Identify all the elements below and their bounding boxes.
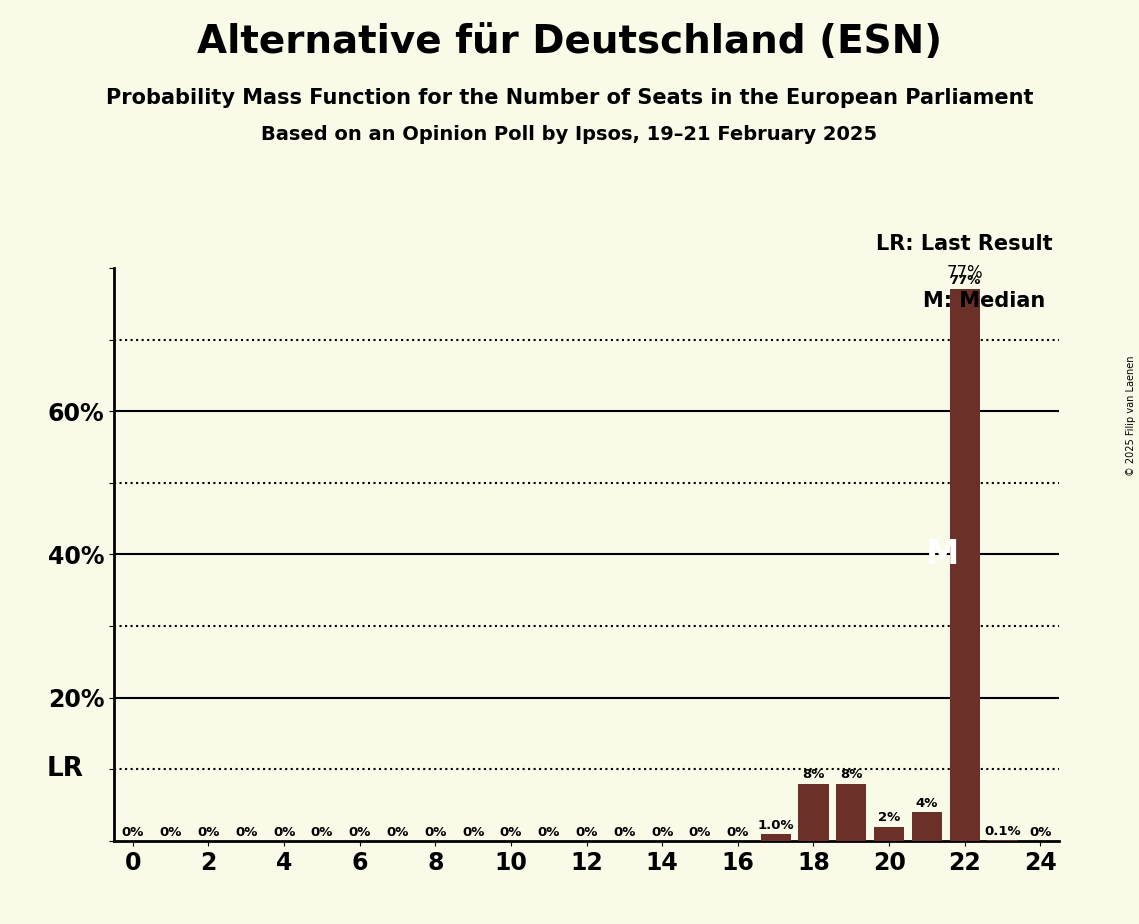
- Text: M: Median: M: Median: [923, 291, 1044, 310]
- Bar: [761, 833, 790, 841]
- Text: LR: Last Result: LR: Last Result: [876, 234, 1054, 254]
- Text: 0%: 0%: [386, 826, 409, 839]
- Text: 0%: 0%: [613, 826, 636, 839]
- Text: 0%: 0%: [500, 826, 522, 839]
- Text: 0%: 0%: [311, 826, 333, 839]
- Text: 0%: 0%: [689, 826, 711, 839]
- Bar: [874, 826, 904, 841]
- Text: 0%: 0%: [349, 826, 371, 839]
- Text: 0%: 0%: [1030, 826, 1051, 839]
- Text: 0%: 0%: [159, 826, 182, 839]
- Text: 0%: 0%: [538, 826, 560, 839]
- Text: 77%: 77%: [949, 274, 981, 287]
- Text: 0.1%: 0.1%: [984, 825, 1021, 838]
- Text: Probability Mass Function for the Number of Seats in the European Parliament: Probability Mass Function for the Number…: [106, 88, 1033, 108]
- Bar: [950, 289, 980, 841]
- Text: 0%: 0%: [575, 826, 598, 839]
- Text: 0%: 0%: [727, 826, 749, 839]
- Text: © 2025 Filip van Laenen: © 2025 Filip van Laenen: [1126, 356, 1136, 476]
- Text: 0%: 0%: [235, 826, 257, 839]
- Text: 8%: 8%: [802, 769, 825, 782]
- Bar: [836, 784, 867, 841]
- Bar: [798, 784, 828, 841]
- Text: 0%: 0%: [462, 826, 484, 839]
- Text: 0%: 0%: [197, 826, 220, 839]
- Text: 8%: 8%: [841, 769, 862, 782]
- Text: Based on an Opinion Poll by Ipsos, 19–21 February 2025: Based on an Opinion Poll by Ipsos, 19–21…: [262, 125, 877, 144]
- Text: Alternative für Deutschland (ESN): Alternative für Deutschland (ESN): [197, 23, 942, 61]
- Text: LR: LR: [47, 756, 83, 783]
- Text: 0%: 0%: [122, 826, 144, 839]
- Text: 4%: 4%: [916, 797, 939, 810]
- Text: 0%: 0%: [424, 826, 446, 839]
- Text: 2%: 2%: [878, 811, 900, 824]
- Text: 77%: 77%: [947, 264, 983, 283]
- Text: 1.0%: 1.0%: [757, 819, 794, 832]
- Text: 0%: 0%: [273, 826, 295, 839]
- Text: 0%: 0%: [652, 826, 673, 839]
- Bar: [912, 812, 942, 841]
- Text: M: M: [926, 538, 959, 571]
